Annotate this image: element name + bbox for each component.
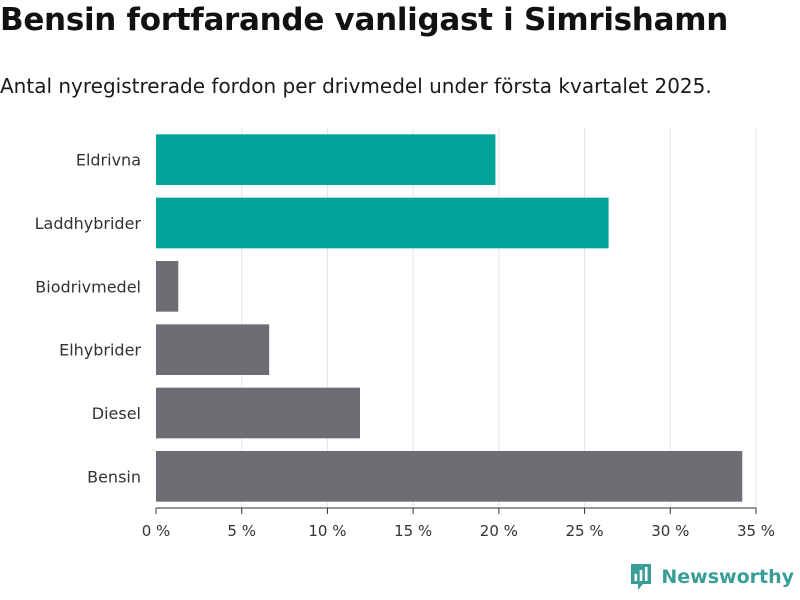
- category-label: Eldrivna: [76, 151, 141, 170]
- x-tick-label: 15 %: [394, 522, 432, 540]
- category-label: Biodrivmedel: [35, 277, 141, 296]
- bar-biodrivmedel: [156, 261, 179, 312]
- newsworthy-logo: Newsworthy: [629, 562, 794, 592]
- category-label: Bensin: [87, 467, 141, 486]
- bar-eldrivna: [156, 134, 496, 185]
- bar-bensin: [156, 451, 743, 502]
- newsworthy-logo-icon: [631, 564, 652, 590]
- x-tick-label: 25 %: [566, 522, 604, 540]
- chart-title: Bensin fortfarande vanligast i Simrisham…: [0, 2, 728, 38]
- category-label: Elhybrider: [59, 341, 141, 360]
- x-tick-label: 5 %: [227, 522, 256, 540]
- category-labels: Eldrivna Laddhybrider Biodrivmedel Elhybrid…: [35, 151, 142, 487]
- x-tick-label: 20 %: [480, 522, 518, 540]
- bar-laddhybrider: [156, 197, 609, 249]
- bar-diesel: [156, 387, 360, 439]
- x-tick-label: 10 %: [308, 522, 346, 540]
- x-tick-label: 0 %: [142, 522, 171, 540]
- x-tick-label: 35 %: [737, 522, 775, 540]
- category-label: Diesel: [92, 404, 141, 423]
- x-tick-label: 30 %: [651, 522, 689, 540]
- category-label: Laddhybrider: [35, 214, 142, 233]
- chart-subtitle: Antal nyregistrerade fordon per drivmede…: [0, 74, 712, 98]
- brand-name: Newsworthy: [661, 566, 794, 588]
- bar-elhybrider: [156, 324, 270, 375]
- bars: [156, 134, 743, 502]
- x-axis: 0 % 5 % 10 % 15 % 20 % 25 % 30 % 35 %: [142, 507, 775, 540]
- grid-lines: [241, 128, 757, 508]
